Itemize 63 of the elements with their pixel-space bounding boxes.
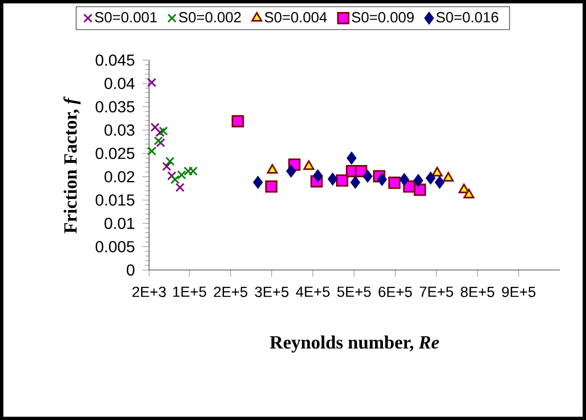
x-tick-label: 1E+5 (173, 286, 206, 297)
point (388, 176, 401, 189)
point (336, 174, 348, 187)
point (362, 170, 372, 182)
point (167, 171, 176, 180)
y-tick-label: 0.02 (104, 171, 134, 182)
x-tick-label: 6E+5 (378, 286, 412, 298)
point (232, 115, 244, 128)
legend-label: S0=0.002 (179, 12, 241, 22)
point (346, 152, 356, 164)
y-tick-label: 0.045 (96, 54, 134, 66)
point (175, 182, 185, 192)
point (377, 173, 387, 186)
point (147, 146, 156, 156)
x-tick-label: 2E+5 (214, 286, 248, 298)
point (266, 164, 278, 174)
y-tick-label: 0.005 (96, 240, 134, 252)
x-tick-label: 8E+5 (460, 286, 494, 298)
point (463, 188, 474, 198)
point (350, 176, 360, 188)
y-tick-label: 0.025 (96, 148, 134, 160)
x-tick-label: 3E+5 (254, 286, 288, 298)
point (413, 174, 424, 187)
point (158, 126, 168, 136)
point (303, 160, 314, 170)
legend-label: S0=0.001 (95, 12, 157, 22)
point (414, 184, 426, 196)
y-tick-label: 0.01 (104, 218, 134, 229)
x-tick-label: 4E+5 (296, 286, 330, 297)
point (328, 172, 338, 186)
legend-label: S0=0.009 (352, 12, 414, 22)
x-tick-label: 5E+5 (337, 286, 371, 297)
point (432, 166, 443, 176)
point (286, 164, 296, 178)
legend-label: S0=0.016 (436, 12, 498, 22)
y-axis-title: Friction Factor, f (63, 96, 81, 234)
y-tick-label: 0.03 (104, 124, 134, 136)
point (426, 172, 436, 184)
point (442, 172, 454, 182)
y-tick-label: 0.04 (104, 78, 135, 90)
x-tick-label: 9E+5 (502, 286, 536, 298)
point (253, 176, 263, 188)
point (434, 176, 444, 188)
y-tick-label: 0.015 (96, 194, 134, 206)
point (265, 180, 278, 193)
x-tick-label: 2E+3 (132, 286, 166, 298)
y-tick-label: 0.035 (96, 101, 134, 112)
legend-label: S0=0.004 (264, 12, 327, 22)
point (313, 170, 323, 182)
x-tick-label: 7E+5 (420, 286, 454, 297)
point (458, 184, 470, 194)
x-axis-title: Reynolds number, Re (270, 336, 439, 352)
point (147, 78, 156, 88)
point (155, 128, 165, 137)
y-tick-label: 0 (126, 264, 134, 276)
point (399, 173, 410, 186)
point (156, 138, 166, 148)
point (154, 136, 163, 146)
point (162, 162, 172, 171)
point (150, 122, 160, 132)
point (170, 174, 180, 184)
point (165, 156, 175, 166)
point (177, 170, 186, 180)
